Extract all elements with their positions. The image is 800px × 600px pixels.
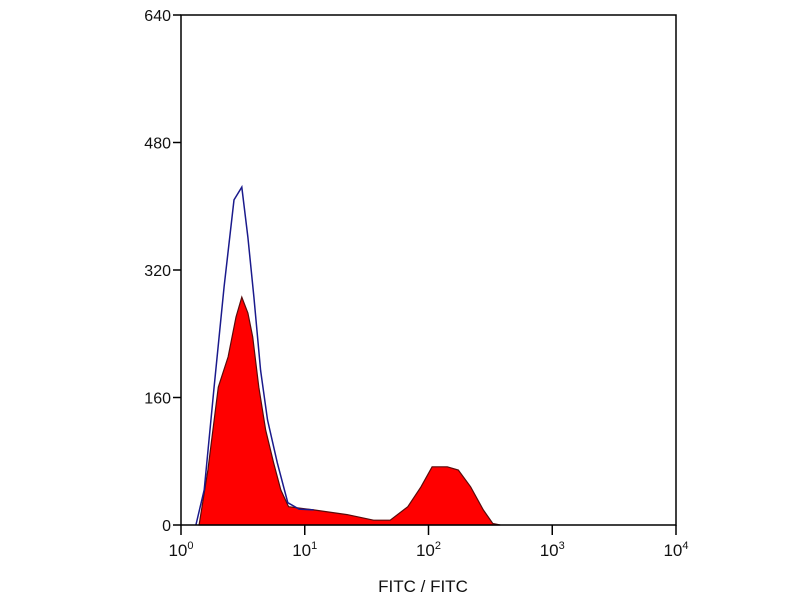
y-tick-label: 0	[162, 518, 171, 535]
x-tick-label: 103	[540, 540, 565, 560]
x-tick-label: 100	[168, 540, 193, 560]
y-tick-label: 640	[144, 8, 171, 25]
y-tick-label: 320	[144, 263, 171, 280]
filled-histogram-series	[198, 295, 501, 526]
x-tick-label: 102	[416, 540, 441, 560]
x-tick-label: 104	[663, 540, 688, 560]
x-tick-label: 101	[292, 540, 317, 560]
y-tick-label: 160	[144, 391, 171, 408]
outline-histogram-series	[195, 184, 314, 526]
x-axis-label: FITC / FITC	[378, 577, 468, 596]
y-tick-label: 480	[144, 136, 171, 153]
